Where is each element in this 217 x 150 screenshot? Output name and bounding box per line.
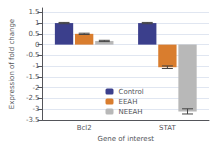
svg-text:1.5: 1.5 bbox=[28, 8, 39, 16]
svg-text:0.5: 0.5 bbox=[28, 30, 39, 38]
svg-text:0: 0 bbox=[35, 41, 39, 49]
svg-text:-3: -3 bbox=[33, 105, 40, 113]
svg-text:NEEAH: NEEAH bbox=[119, 108, 143, 116]
svg-text:-0.5: -0.5 bbox=[26, 51, 40, 59]
svg-text:Bcl2: Bcl2 bbox=[77, 124, 92, 132]
svg-text:-1: -1 bbox=[33, 62, 40, 70]
svg-text:-2: -2 bbox=[33, 84, 40, 92]
svg-text:Gene of interest: Gene of interest bbox=[98, 135, 155, 143]
svg-text:STAT: STAT bbox=[159, 124, 176, 132]
svg-text:EEAH: EEAH bbox=[119, 98, 138, 106]
svg-text:Expression of fold change: Expression of fold change bbox=[8, 19, 16, 109]
svg-text:1: 1 bbox=[35, 19, 39, 27]
svg-text:Control: Control bbox=[119, 88, 144, 96]
svg-text:-3.5: -3.5 bbox=[26, 116, 40, 124]
svg-text:-1.5: -1.5 bbox=[26, 73, 40, 81]
svg-text:-2.5: -2.5 bbox=[26, 94, 40, 102]
